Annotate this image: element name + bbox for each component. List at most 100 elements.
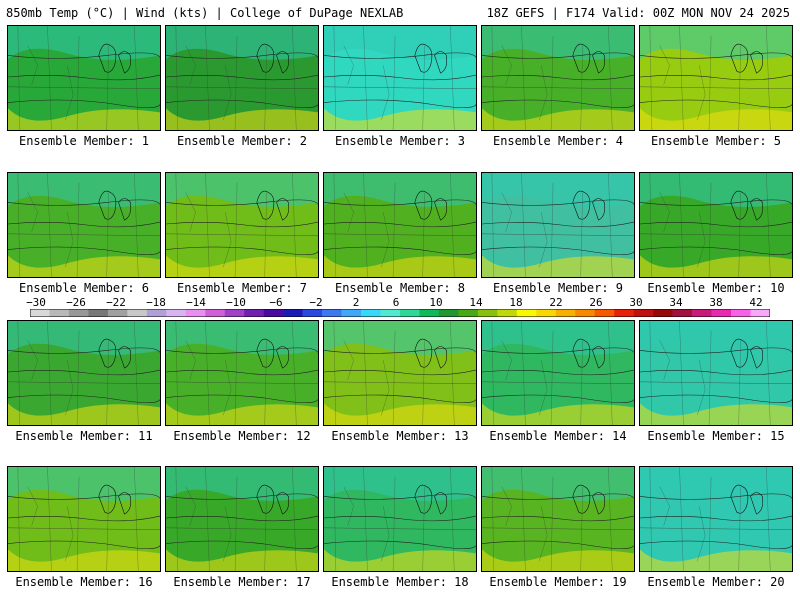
ensemble-member-label: Ensemble Member: 20 (647, 575, 785, 589)
colorbar-tick-label: −18 (146, 296, 166, 309)
colorbar-swatch (614, 309, 634, 317)
colorbar-swatch (283, 309, 303, 317)
colorbar-swatch (419, 309, 440, 317)
ensemble-map-panel (323, 320, 477, 426)
colorbar-swatch (127, 309, 148, 317)
ensemble-member-label: Ensemble Member: 7 (176, 281, 308, 295)
colorbar-swatch (244, 309, 264, 317)
ensemble-member-label: Ensemble Member: 18 (331, 575, 469, 589)
ensemble-map-panel (639, 25, 793, 131)
temperature-map (640, 173, 792, 277)
colorbar-tick-label: −22 (106, 296, 126, 309)
colorbar-swatch (49, 309, 70, 317)
ensemble-member-label: Ensemble Member: 1 (18, 134, 150, 148)
ensemble-map-panel (481, 172, 635, 278)
ensemble-member-label: Ensemble Member: 8 (334, 281, 466, 295)
ensemble-map-panel (165, 172, 319, 278)
colorbar-swatch (185, 309, 206, 317)
temperature-map (8, 467, 160, 571)
ensemble-member-label: Ensemble Member: 13 (331, 429, 469, 443)
temperature-map (482, 173, 634, 277)
colorbar-tick-label: −6 (269, 296, 283, 309)
temperature-map (8, 321, 160, 425)
temperature-map (166, 321, 318, 425)
temperature-map (8, 26, 160, 130)
ensemble-map-panel (7, 466, 161, 572)
ensemble-map-panel (481, 320, 635, 426)
colorbar-swatch (653, 309, 673, 317)
colorbar-tick-label: −26 (66, 296, 86, 309)
colorbar-swatch (302, 309, 323, 317)
colorbar-swatch (438, 309, 459, 317)
temperature-map (482, 321, 634, 425)
ensemble-member-label: Ensemble Member: 16 (15, 575, 153, 589)
temperature-map (482, 26, 634, 130)
ensemble-map-panel (165, 466, 319, 572)
colorbar-tick-label: 10 (429, 296, 443, 309)
ensemble-map-panel (7, 320, 161, 426)
colorbar (30, 309, 770, 317)
model-run-info: 18Z GEFS | F174 Valid: 00Z MON NOV 24 20… (486, 6, 790, 20)
temperature-map (324, 26, 476, 130)
colorbar-swatch (205, 309, 226, 317)
ensemble-map-panel (323, 466, 477, 572)
ensemble-member-label: Ensemble Member: 10 (647, 281, 785, 295)
colorbar-swatch (166, 309, 187, 317)
ensemble-map-panel (7, 25, 161, 131)
colorbar-tick-label: 26 (589, 296, 603, 309)
temperature-map (324, 321, 476, 425)
ensemble-map-panel (481, 466, 635, 572)
colorbar-tick-label: −10 (226, 296, 246, 309)
colorbar-swatch (88, 309, 109, 317)
ensemble-member-label: Ensemble Member: 5 (650, 134, 782, 148)
ensemble-map-panel (7, 172, 161, 278)
colorbar-swatch (380, 309, 401, 317)
temperature-map (324, 467, 476, 571)
ensemble-member-label: Ensemble Member: 4 (492, 134, 624, 148)
ensemble-member-label: Ensemble Member: 12 (173, 429, 311, 443)
colorbar-swatch (146, 309, 167, 317)
colorbar-tick-label: −30 (26, 296, 46, 309)
colorbar-tick-label: 6 (392, 296, 400, 309)
colorbar-tick-label: 22 (549, 296, 563, 309)
temperature-map (8, 173, 160, 277)
ensemble-member-label: Ensemble Member: 19 (489, 575, 627, 589)
colorbar-swatch (263, 309, 284, 317)
temperature-map (482, 467, 634, 571)
ensemble-map-panel (323, 172, 477, 278)
colorbar-swatch (224, 309, 245, 317)
colorbar-tick-label: 18 (509, 296, 523, 309)
ensemble-map-panel (639, 172, 793, 278)
ensemble-map-panel (639, 320, 793, 426)
colorbar-swatch (575, 309, 596, 317)
colorbar-tick-label: −2 (309, 296, 323, 309)
colorbar-swatch (594, 309, 615, 317)
ensemble-member-label: Ensemble Member: 17 (173, 575, 311, 589)
colorbar-tick-label: 14 (469, 296, 483, 309)
colorbar-outline (30, 309, 770, 317)
colorbar-tick-label: 2 (352, 296, 360, 309)
colorbar-swatch (68, 309, 89, 317)
colorbar-swatch (341, 309, 362, 317)
colorbar-swatch (30, 309, 50, 317)
ensemble-member-label: Ensemble Member: 6 (18, 281, 150, 295)
colorbar-swatch (711, 309, 732, 317)
temperature-map (640, 467, 792, 571)
colorbar-swatch (477, 309, 498, 317)
ensemble-member-label: Ensemble Member: 15 (647, 429, 785, 443)
colorbar-swatch (731, 309, 751, 317)
temperature-map (166, 26, 318, 130)
colorbar-tick-label: 34 (669, 296, 683, 309)
ensemble-map-panel (639, 466, 793, 572)
colorbar-swatch (458, 309, 479, 317)
colorbar-swatch (322, 309, 342, 317)
chart-title: 850mb Temp (°C) | Wind (kts) | College o… (6, 6, 404, 20)
ensemble-map-panel (481, 25, 635, 131)
ensemble-map-panel (165, 25, 319, 131)
colorbar-swatch (400, 309, 420, 317)
colorbar-tick-label: 30 (629, 296, 643, 309)
colorbar-tick-label: 42 (749, 296, 763, 309)
colorbar-swatch (497, 309, 518, 317)
colorbar-tick-label: −14 (186, 296, 206, 309)
temperature-map (166, 173, 318, 277)
